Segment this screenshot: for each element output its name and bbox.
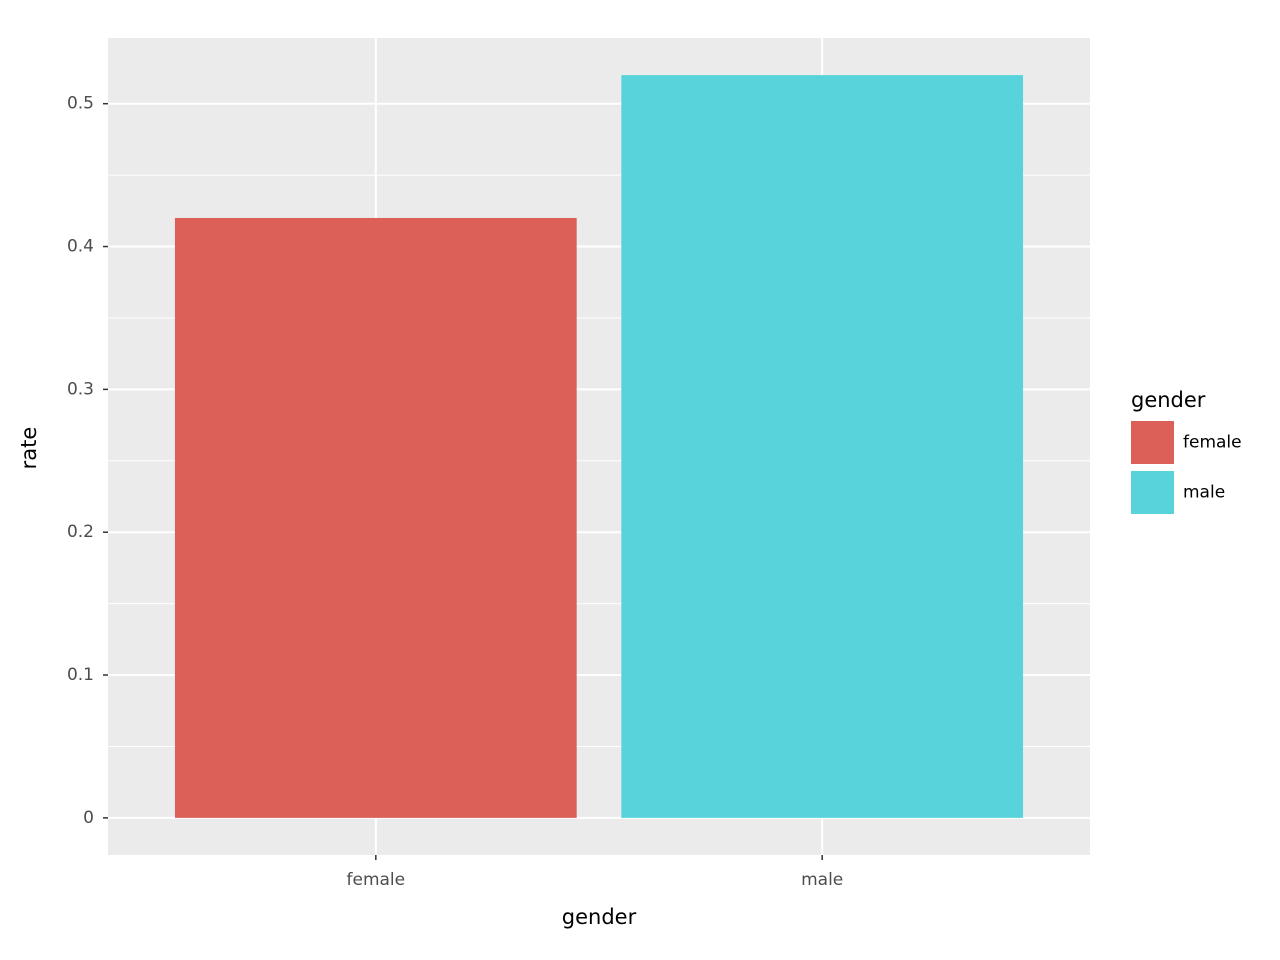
x-axis-title: gender	[562, 905, 637, 929]
y-tick-label: 0.5	[67, 94, 94, 114]
x-tick-label: male	[801, 870, 843, 890]
legend-key	[1131, 421, 1174, 464]
legend-label: male	[1183, 483, 1225, 503]
y-tick-label: 0.2	[67, 522, 94, 542]
x-tick-label: female	[347, 870, 406, 890]
y-tick-label: 0	[83, 808, 94, 828]
y-tick-label: 0.3	[67, 379, 94, 399]
bar	[621, 75, 1024, 818]
legend-label: female	[1183, 433, 1242, 453]
y-tick-label: 0.4	[67, 237, 94, 257]
bar	[174, 217, 577, 818]
legend-key	[1131, 471, 1174, 514]
y-tick-label: 0.1	[67, 665, 94, 685]
y-axis-title: rate	[17, 427, 41, 470]
legend-title: gender	[1131, 388, 1206, 412]
